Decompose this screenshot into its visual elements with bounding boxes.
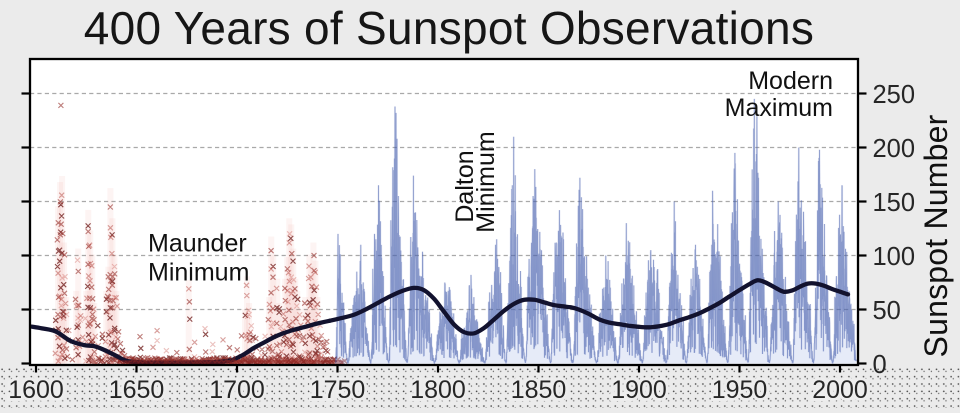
- svg-text:250: 250: [873, 81, 916, 109]
- svg-text:Dalton: Dalton: [451, 150, 479, 222]
- svg-text:1650: 1650: [109, 376, 165, 404]
- svg-text:Minimum: Minimum: [472, 131, 500, 232]
- svg-text:Sunspot Number: Sunspot Number: [918, 114, 954, 357]
- svg-text:1700: 1700: [209, 376, 265, 404]
- svg-text:Maunder: Maunder: [148, 230, 247, 258]
- svg-text:1900: 1900: [611, 376, 667, 404]
- svg-text:0: 0: [873, 351, 887, 379]
- svg-text:Minimum: Minimum: [148, 259, 249, 287]
- svg-text:Maximum: Maximum: [725, 94, 833, 122]
- svg-text:200: 200: [873, 135, 916, 163]
- svg-text:2000: 2000: [812, 376, 868, 404]
- svg-text:400 Years of Sunspot Observati: 400 Years of Sunspot Observations: [84, 2, 814, 54]
- svg-text:1850: 1850: [511, 376, 567, 404]
- svg-text:1950: 1950: [712, 376, 768, 404]
- svg-text:1750: 1750: [310, 376, 366, 404]
- svg-text:1600: 1600: [8, 376, 64, 404]
- svg-text:100: 100: [873, 243, 916, 271]
- svg-text:50: 50: [873, 297, 901, 325]
- svg-text:1800: 1800: [410, 376, 466, 404]
- svg-text:Modern: Modern: [748, 67, 833, 95]
- svg-text:150: 150: [873, 189, 916, 217]
